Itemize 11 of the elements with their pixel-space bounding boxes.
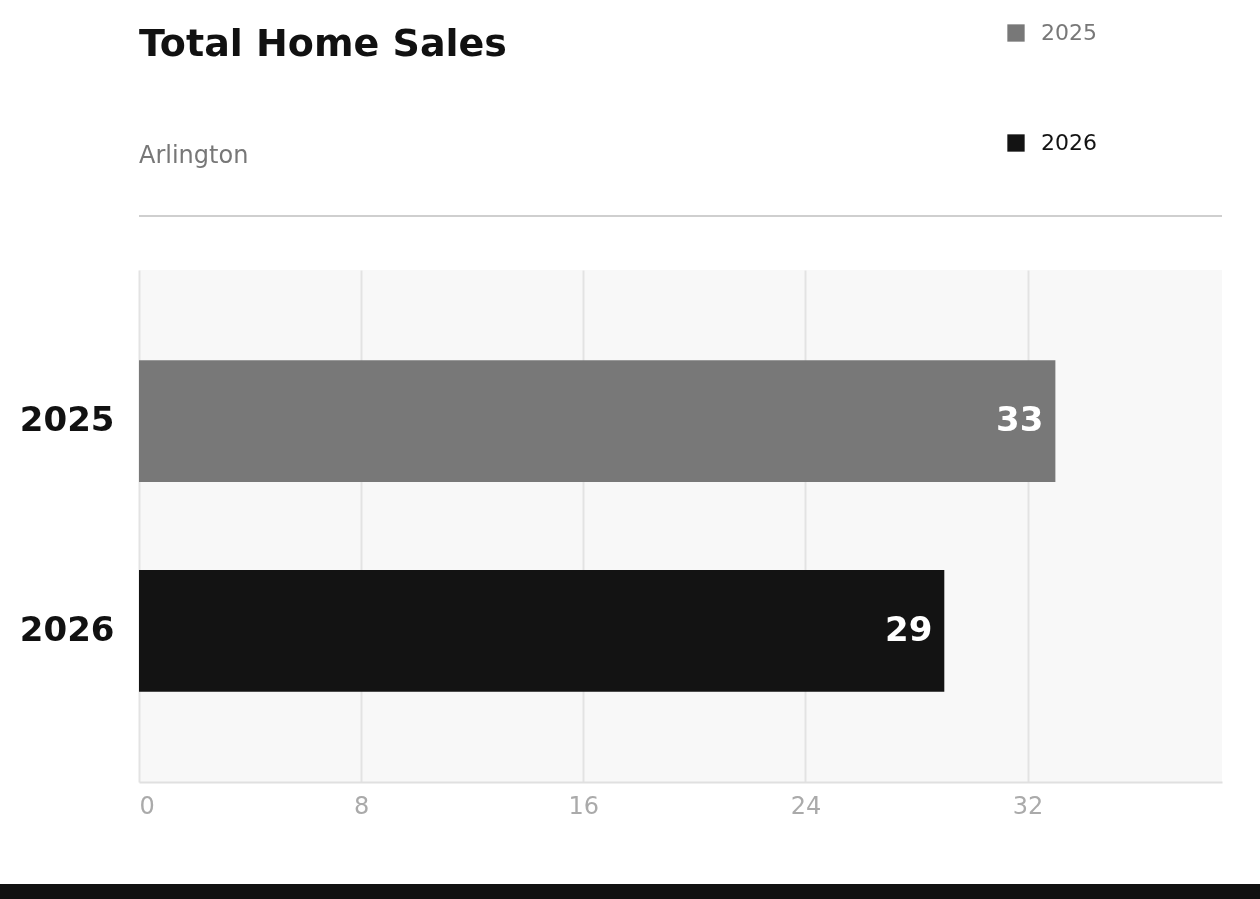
data-label: 33 [996,399,1044,440]
legend-label: 2026 [1041,130,1097,155]
x-tick-label: 0 [139,791,155,820]
chart-title: Total Home Sales [139,21,507,65]
x-tick-label: 24 [790,791,822,820]
x-tick-label: 8 [354,791,370,820]
chart-subtitle: Arlington [139,141,249,169]
x-tick-label: 16 [568,791,600,820]
data-label: 29 [884,608,933,649]
x-tick-label: 32 [1012,791,1044,820]
legend-label: 2025 [1041,20,1097,45]
